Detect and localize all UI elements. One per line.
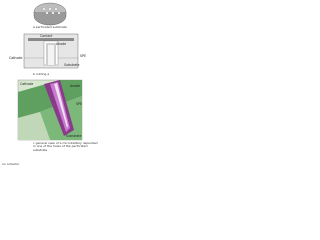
panel-a-drawing [33, 2, 67, 26]
panel-caption: a perforated substrate [33, 25, 67, 29]
label: SPE [80, 54, 86, 58]
label: Substrate [66, 134, 81, 138]
label: Substrate [64, 63, 79, 67]
panel-caption: b cutting a [33, 72, 49, 76]
label: Anode [56, 42, 66, 46]
panel-b-drawing [23, 33, 79, 69]
label: SPE [76, 102, 82, 106]
diagram: a perforated substrate Contact Anode Cat… [2, 2, 98, 166]
label: Anode [70, 84, 80, 88]
panel-c-drawing [17, 79, 83, 141]
label: Cathode [9, 56, 22, 60]
panel-caption: c general view of a microbattery deposit… [33, 142, 98, 152]
footer: no collector [2, 162, 20, 166]
caption-box: c general view of a microbattery deposit… [33, 142, 98, 152]
label: Cathode [20, 82, 33, 86]
label: Contact [40, 34, 53, 38]
